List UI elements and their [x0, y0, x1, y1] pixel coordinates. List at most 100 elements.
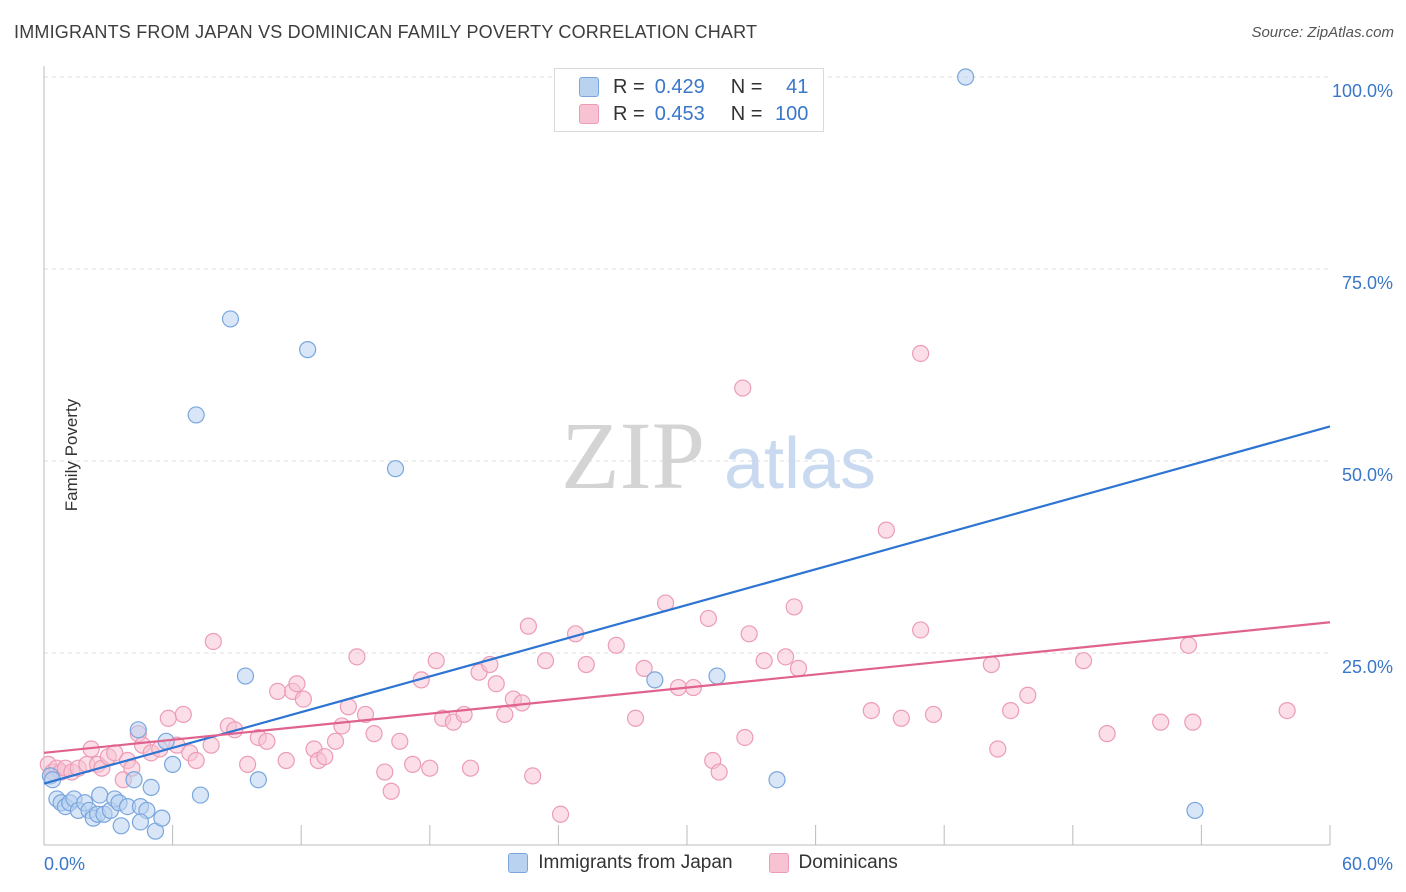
dominican-point	[1179, 636, 1198, 654]
dominican-point	[734, 379, 752, 397]
dominican-point	[912, 621, 930, 639]
legend-row-dominican: R = 0.453 N = 100	[579, 102, 808, 126]
dominican-point	[710, 763, 728, 781]
trend-lines	[43, 425, 1331, 785]
watermark-atlas: atlas	[724, 424, 876, 504]
dominican-point	[316, 748, 334, 766]
dominican-point	[461, 759, 480, 777]
legend-r-value-japan: 0.429	[654, 75, 705, 98]
dominican-point	[239, 755, 257, 773]
y-tick-label: 75.0%	[1342, 273, 1393, 293]
grid-lines	[44, 76, 1330, 654]
dominican-point	[348, 648, 366, 666]
dominican-point	[277, 751, 295, 770]
dominican-point	[187, 751, 205, 770]
dominican-point	[524, 767, 542, 785]
japan-point	[131, 813, 150, 831]
dominican-point	[487, 675, 505, 693]
dominican-point	[288, 675, 306, 693]
correlation-legend: R = 0.429 N = 41 R = 0.453 N = 100	[554, 68, 824, 132]
dominican-point	[551, 805, 570, 823]
dominican-point	[159, 709, 177, 727]
japan-point	[112, 817, 130, 835]
japan-point	[164, 755, 182, 773]
japan-point	[1186, 801, 1204, 820]
japan-point	[142, 778, 160, 797]
japan-trend-line	[43, 425, 1331, 785]
axes	[43, 66, 1331, 846]
x-tick-label: 0.0%	[44, 854, 85, 874]
dominican-point	[1002, 701, 1020, 720]
dominican-point	[785, 598, 803, 616]
dominican-point	[626, 709, 645, 727]
dominican-point	[356, 705, 375, 724]
dominican-point	[382, 782, 400, 800]
dominican-point	[699, 609, 718, 628]
japan-point	[708, 667, 726, 685]
dominican-point	[607, 636, 625, 654]
chart-title: IMMIGRANTS FROM JAPAN VS DOMINICAN FAMIL…	[14, 22, 758, 42]
x-tick-label: 60.0%	[1342, 854, 1393, 874]
source-label: Source: ZipAtlas.com	[1251, 24, 1394, 41]
dominican-point	[635, 659, 653, 677]
legend-n-value-dominican: 100	[775, 102, 809, 125]
dominican-point	[755, 652, 773, 670]
tick-labels: 25.0% 50.0% 75.0% 100.0% 0.0% 60.0%	[44, 81, 1393, 874]
japan-point	[249, 771, 267, 789]
series-legend-dominican[interactable]: Dominicans	[768, 852, 898, 874]
dominican-point	[924, 705, 943, 724]
japan-point	[957, 68, 975, 86]
legend-r-value-dominican: 0.453	[654, 102, 705, 125]
japan-point	[386, 460, 405, 478]
dominican-point	[536, 652, 555, 670]
series-legend: Immigrants from Japan Dominicans	[0, 852, 1406, 874]
dominican-point	[577, 655, 595, 674]
dominican-point	[333, 717, 351, 735]
legend-swatch-dominican	[579, 104, 599, 124]
dominican-point	[1184, 713, 1202, 731]
dominican-point	[877, 521, 895, 539]
dominican-point	[391, 732, 409, 750]
dominican-point	[736, 728, 754, 747]
dominican-point	[496, 705, 514, 724]
japan-point	[153, 809, 171, 827]
y-tick-label: 50.0%	[1342, 465, 1393, 485]
dominican-point	[421, 759, 439, 777]
dominican-point	[1152, 713, 1170, 731]
y-axis-label: Family Poverty	[62, 398, 82, 512]
japan-point	[236, 667, 255, 685]
series-swatch-dominican	[768, 853, 789, 873]
series-legend-japan[interactable]: Immigrants from Japan	[508, 852, 733, 874]
legend-row-japan: R = 0.429 N = 41	[579, 75, 808, 99]
dominican-point	[427, 652, 445, 670]
y-tick-label: 25.0%	[1342, 657, 1393, 677]
japan-point	[299, 341, 317, 359]
dominican-point	[174, 705, 192, 724]
japan-point	[125, 771, 143, 789]
dominican-point	[326, 732, 345, 750]
japan-point	[91, 786, 109, 804]
dominican-point	[989, 740, 1007, 758]
dominican-point	[376, 763, 394, 781]
dominican-point	[294, 690, 312, 708]
legend-n-value-japan: 41	[786, 75, 809, 98]
y-axis-label-wrap: Family Poverty	[62, 399, 82, 511]
legend-swatch-japan	[579, 77, 599, 97]
dominican-point	[1098, 725, 1116, 743]
legend-r-label: R =	[613, 102, 645, 125]
dominican-point	[862, 701, 880, 720]
dominican-point	[982, 655, 1000, 674]
series-label-dominican: Dominicans	[798, 852, 898, 873]
japan-point	[191, 786, 210, 804]
japan-point	[129, 721, 147, 739]
y-tick-label: 100.0%	[1332, 81, 1393, 101]
dominican-point	[1074, 652, 1093, 670]
dominican-point	[1019, 686, 1037, 704]
dominican-point	[740, 625, 758, 643]
dominican-point	[892, 709, 910, 727]
legend-n-label: N =	[730, 75, 763, 98]
dominican-trend-line	[43, 621, 1331, 754]
dominican-point	[519, 617, 537, 635]
watermark: ZIP atlas	[561, 402, 876, 509]
japan-point	[187, 406, 205, 424]
